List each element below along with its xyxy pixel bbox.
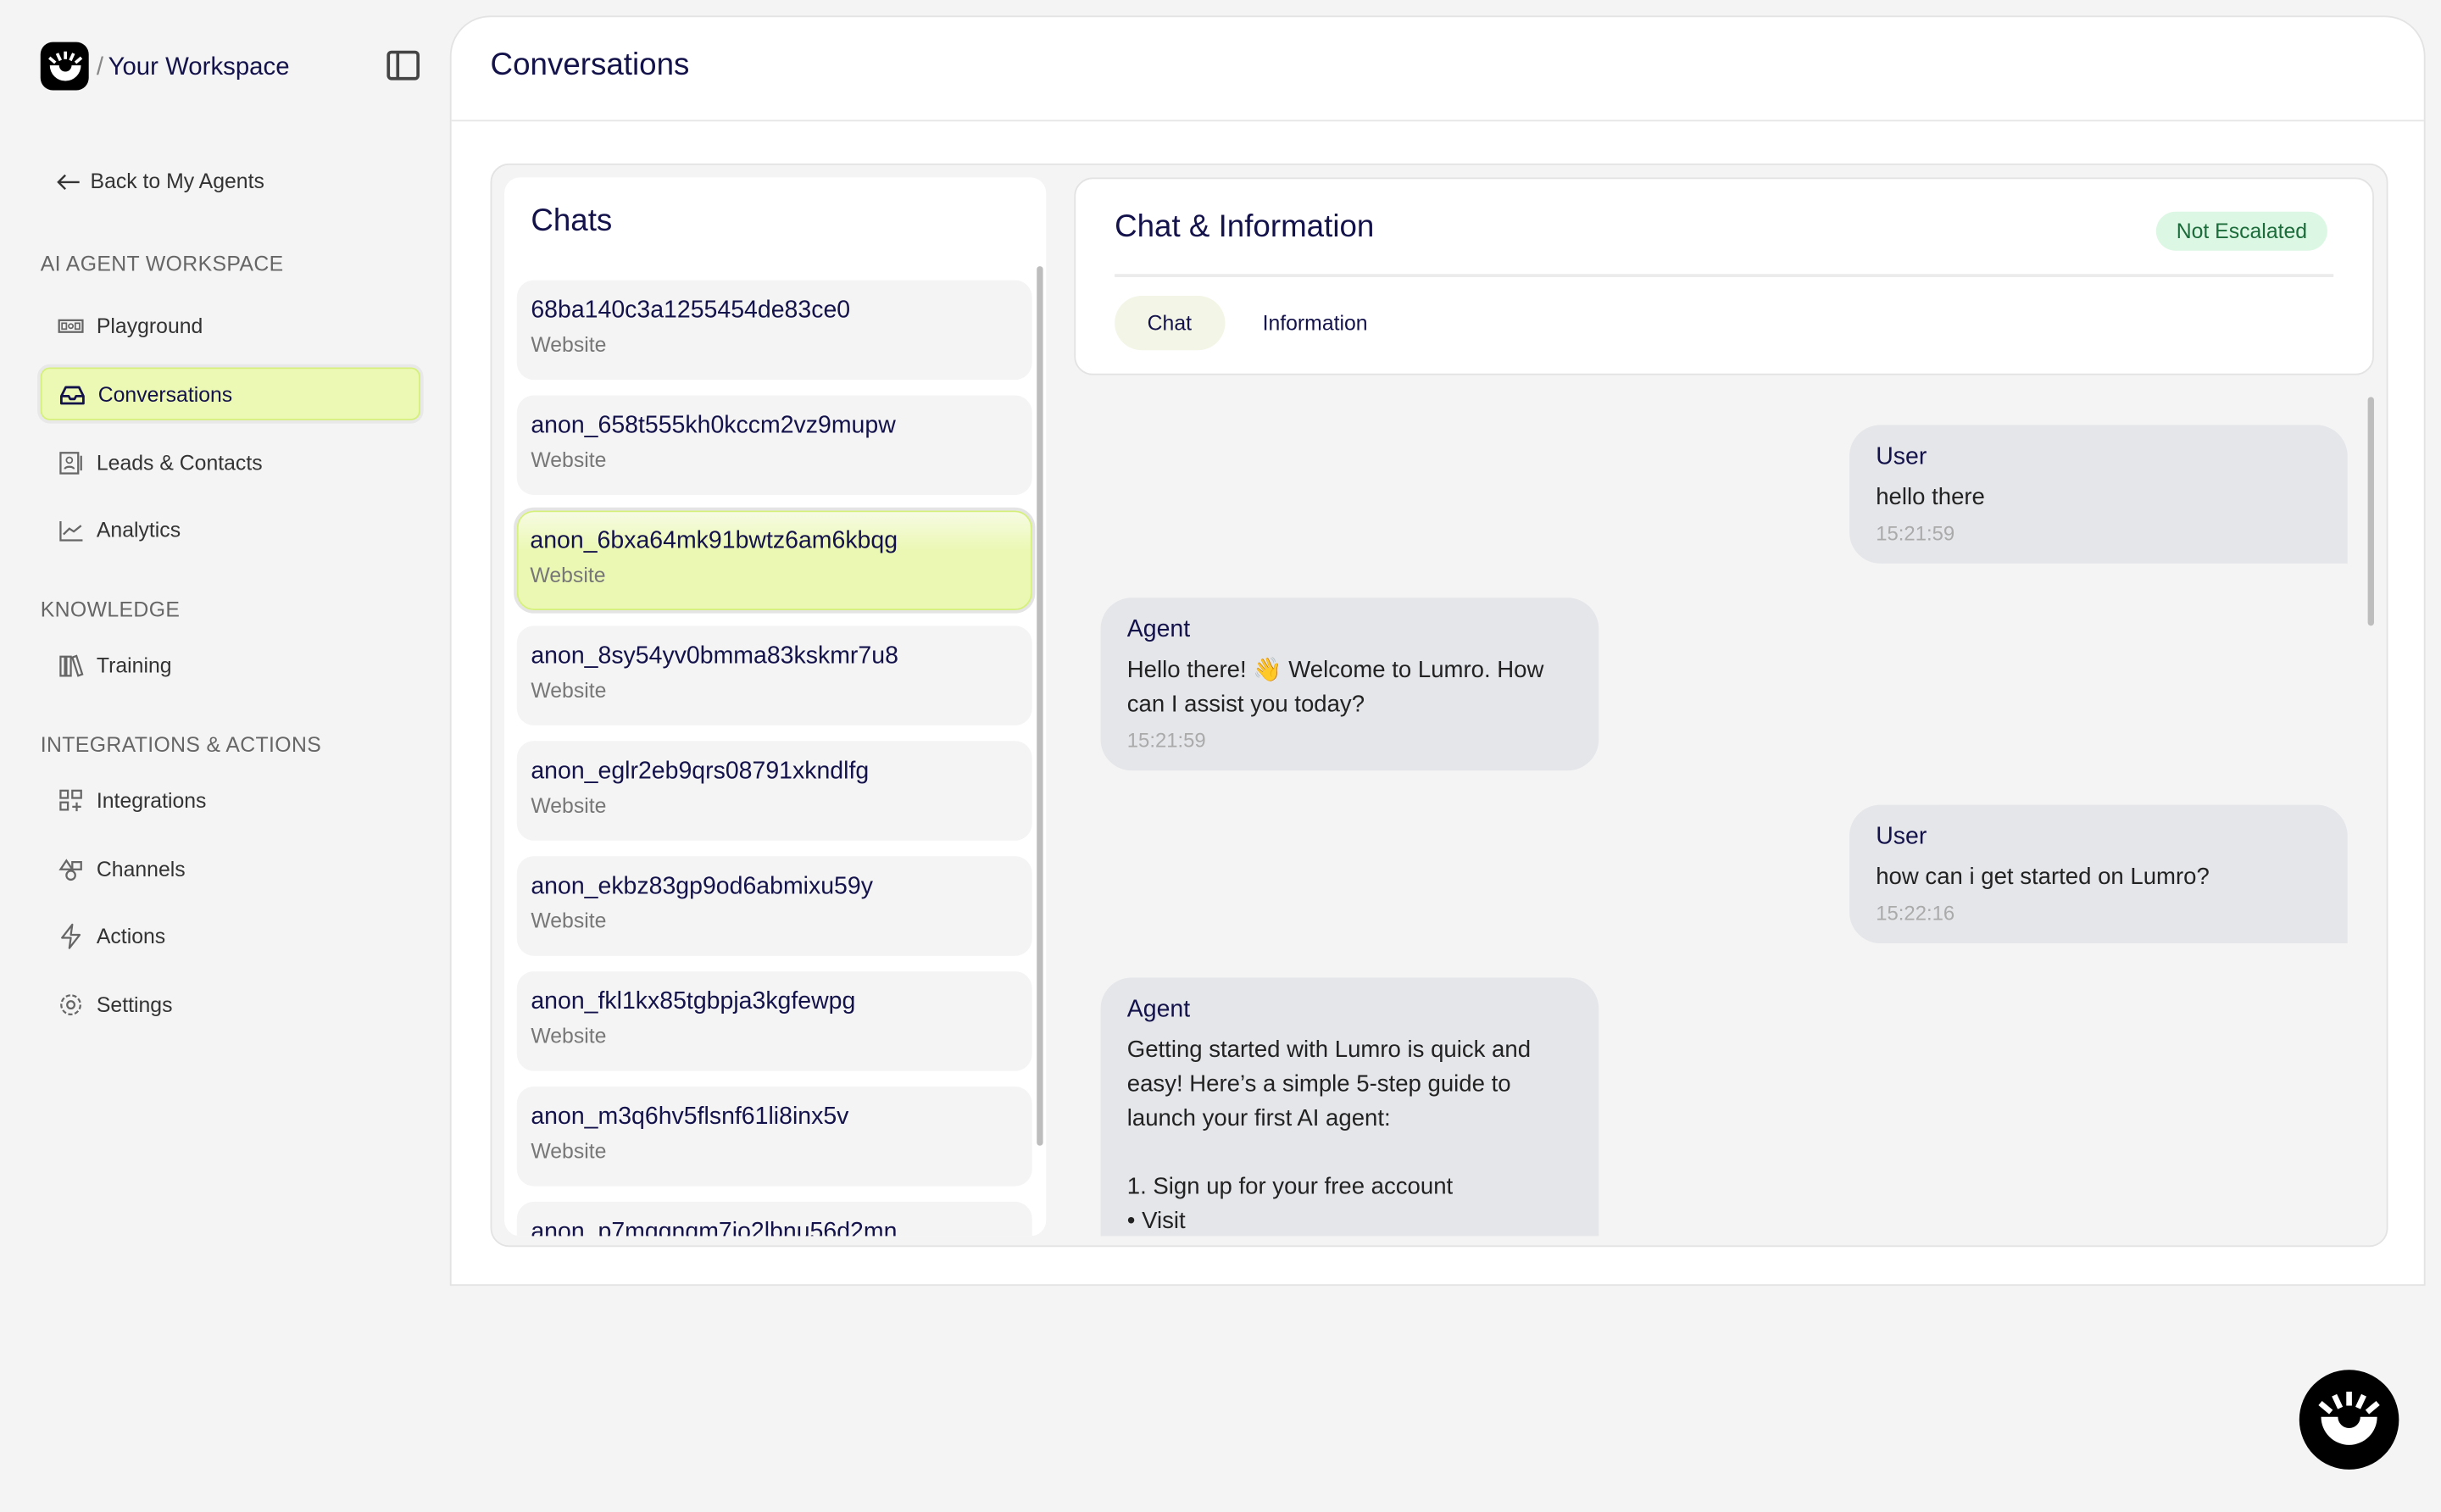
header-divider bbox=[451, 120, 2424, 122]
message-text: hello there bbox=[1876, 484, 1985, 511]
message-user: User hello there 15:21:59 bbox=[1849, 425, 2348, 564]
chat-id: anon_658t555kh0kccm2vz9mupw bbox=[531, 412, 896, 439]
shapes-icon bbox=[58, 858, 82, 881]
sidebar-item-settings[interactable]: Settings bbox=[41, 977, 420, 1030]
sidebar-item-playground[interactable]: Playground bbox=[41, 299, 420, 352]
message-role: Agent bbox=[1126, 996, 1191, 1023]
section-ai-agent-workspace: AI AGENT WORKSPACE bbox=[40, 252, 284, 276]
chat-list-item[interactable]: anon_6bxa64mk91bwtz6am6kbqg Website bbox=[516, 510, 1032, 610]
sidebar-item-integrations[interactable]: Integrations bbox=[41, 774, 420, 826]
arrow-left-icon bbox=[57, 173, 80, 190]
message-text: how can i get started on Lumro? bbox=[1876, 864, 2210, 891]
sidebar-item-label: Integrations bbox=[96, 788, 207, 812]
sidebar-item-label: Playground bbox=[96, 314, 203, 337]
page-title: Conversations bbox=[490, 47, 690, 83]
chat-source: Website bbox=[531, 793, 607, 818]
chat-id: anon_8sy54yv0bmma83kskmr7u8 bbox=[531, 642, 898, 670]
main-panel: Conversations Chats 68ba140c3a1255454de8… bbox=[449, 15, 2426, 1287]
chat-info-header: Chat & Information Not Escalated Chat In… bbox=[1074, 177, 2374, 375]
chat-list-item[interactable]: anon_658t555kh0kccm2vz9mupw Website bbox=[516, 395, 1032, 496]
message-text: Getting started with Lumro is quick and … bbox=[1126, 1037, 1532, 1235]
chat-id: anon_6bxa64mk91bwtz6am6kbqg bbox=[530, 527, 898, 554]
chat-list-item[interactable]: anon_p7mqgnqm7jo2lbnu56d2mnWebsite bbox=[516, 1201, 1032, 1237]
logo-icon bbox=[47, 50, 82, 81]
message-role: Agent bbox=[1126, 616, 1191, 643]
status-badge: Not Escalated bbox=[2155, 211, 2327, 251]
message-agent: Agent Hello there! 👋 Welcome to Lumro. H… bbox=[1100, 598, 1599, 771]
info-divider bbox=[1115, 274, 2334, 277]
chat-id: anon_p7mqgnqm7jo2lbnu56d2mn bbox=[531, 1219, 898, 1237]
message-role: User bbox=[1876, 823, 1927, 850]
chat-list-item[interactable]: 68ba140c3a1255454de83ce0 Website bbox=[516, 280, 1032, 381]
chats-panel: Chats 68ba140c3a1255454de83ce0 Website ano… bbox=[504, 177, 1047, 1237]
message-role: User bbox=[1876, 443, 1927, 470]
chat-source: Website bbox=[531, 1024, 607, 1048]
lightning-icon bbox=[61, 922, 81, 948]
playground-icon bbox=[58, 318, 84, 332]
message-scrollbar[interactable] bbox=[2367, 397, 2374, 626]
message-text: Hello there! 👋 Welcome to Lumro. How can… bbox=[1126, 657, 1544, 718]
chat-info-title: Chat & Information bbox=[1115, 209, 1375, 245]
sidebar-item-channels[interactable]: Channels bbox=[41, 842, 420, 895]
back-label: Back to My Agents bbox=[90, 170, 264, 193]
message-time: 15:21:59 bbox=[1876, 521, 1955, 545]
chat-source: Website bbox=[531, 909, 607, 933]
chat-id: anon_m3q6hv5flsnf61li8inx5v bbox=[531, 1103, 849, 1131]
chat-list-item[interactable]: anon_ekbz83gp9od6abmixu59y Website bbox=[516, 856, 1032, 956]
library-icon bbox=[59, 653, 84, 676]
sidebar-item-label: Leads & Contacts bbox=[96, 450, 263, 475]
chat-list-item[interactable]: anon_8sy54yv0bmma83kskmr7u8 Website bbox=[516, 625, 1032, 725]
grid-plus-icon bbox=[59, 788, 82, 811]
tab-chat[interactable]: Chat bbox=[1115, 295, 1225, 351]
sidebar-item-conversations[interactable]: Conversations bbox=[40, 367, 420, 420]
inbox-icon bbox=[60, 385, 85, 404]
back-to-agents-link[interactable]: Back to My Agents bbox=[56, 170, 264, 193]
sidebar-item-analytics[interactable]: Analytics bbox=[41, 503, 420, 555]
chat-source: Website bbox=[531, 678, 607, 703]
chat-id: 68ba140c3a1255454de83ce0 bbox=[531, 297, 851, 325]
tab-information[interactable]: Information bbox=[1262, 311, 1368, 335]
chat-source: Website bbox=[531, 1139, 607, 1164]
section-knowledge: KNOWLEDGE bbox=[40, 598, 181, 621]
message-time: 15:22:16 bbox=[1876, 901, 1955, 925]
lumro-logo[interactable] bbox=[40, 42, 89, 91]
sidebar-item-label: Training bbox=[96, 653, 172, 677]
message-time: 15:21:59 bbox=[1126, 728, 1206, 753]
chart-line-icon bbox=[59, 520, 83, 541]
gear-icon bbox=[60, 993, 81, 1015]
chat-id: anon_ekbz83gp9od6abmixu59y bbox=[531, 873, 873, 900]
chat-id: anon_eglr2eb9qrs08791xkndlfg bbox=[531, 758, 870, 785]
chat-list-item[interactable]: anon_fkl1kx85tgbpja3kgfewpg Website bbox=[516, 971, 1032, 1071]
sidebar-item-label: Channels bbox=[96, 857, 186, 881]
chat-list-scrollbar[interactable] bbox=[1037, 266, 1043, 1146]
workspace-separator: / bbox=[96, 54, 104, 81]
message-list: User hello there 15:21:59 Agent Hello th… bbox=[1074, 383, 2374, 1237]
contact-card-icon bbox=[59, 451, 82, 474]
workspace-label: Your Workspace bbox=[108, 54, 290, 81]
sidebar-item-label: Settings bbox=[96, 992, 173, 1016]
message-agent: Agent Getting started with Lumro is quic… bbox=[1100, 977, 1599, 1237]
sidebar-item-actions[interactable]: Actions bbox=[41, 909, 420, 962]
chats-title: Chats bbox=[531, 203, 613, 239]
conversations-container: Chats 68ba140c3a1255454de83ce0 Website ano… bbox=[490, 163, 2388, 1248]
section-integrations-actions: INTEGRATIONS & ACTIONS bbox=[40, 733, 322, 757]
workspace-name[interactable]: / Your Workspace bbox=[97, 54, 290, 82]
chat-widget-button[interactable] bbox=[2299, 1370, 2399, 1470]
sidebar-item-training[interactable]: Training bbox=[41, 638, 420, 691]
sidebar-item-leads-contacts[interactable]: Leads & Contacts bbox=[41, 436, 420, 488]
chat-list-item[interactable]: anon_eglr2eb9qrs08791xkndlfg Website bbox=[516, 741, 1032, 841]
message-user: User how can i get started on Lumro? 15:… bbox=[1849, 804, 2348, 944]
sidebar-item-label: Conversations bbox=[97, 381, 233, 406]
chat-source: Website bbox=[531, 333, 607, 357]
sidebar-item-label: Analytics bbox=[96, 517, 181, 542]
chat-source: Website bbox=[531, 447, 607, 472]
lumro-logo-icon bbox=[2318, 1392, 2380, 1445]
sidebar-item-label: Actions bbox=[96, 924, 166, 948]
chat-id: anon_fkl1kx85tgbpja3kgfewpg bbox=[531, 988, 856, 1015]
chat-source: Website bbox=[530, 563, 606, 587]
sidebar-toggle-icon[interactable] bbox=[386, 48, 420, 82]
chat-list-item[interactable]: anon_m3q6hv5flsnf61li8inx5v Website bbox=[516, 1087, 1032, 1187]
